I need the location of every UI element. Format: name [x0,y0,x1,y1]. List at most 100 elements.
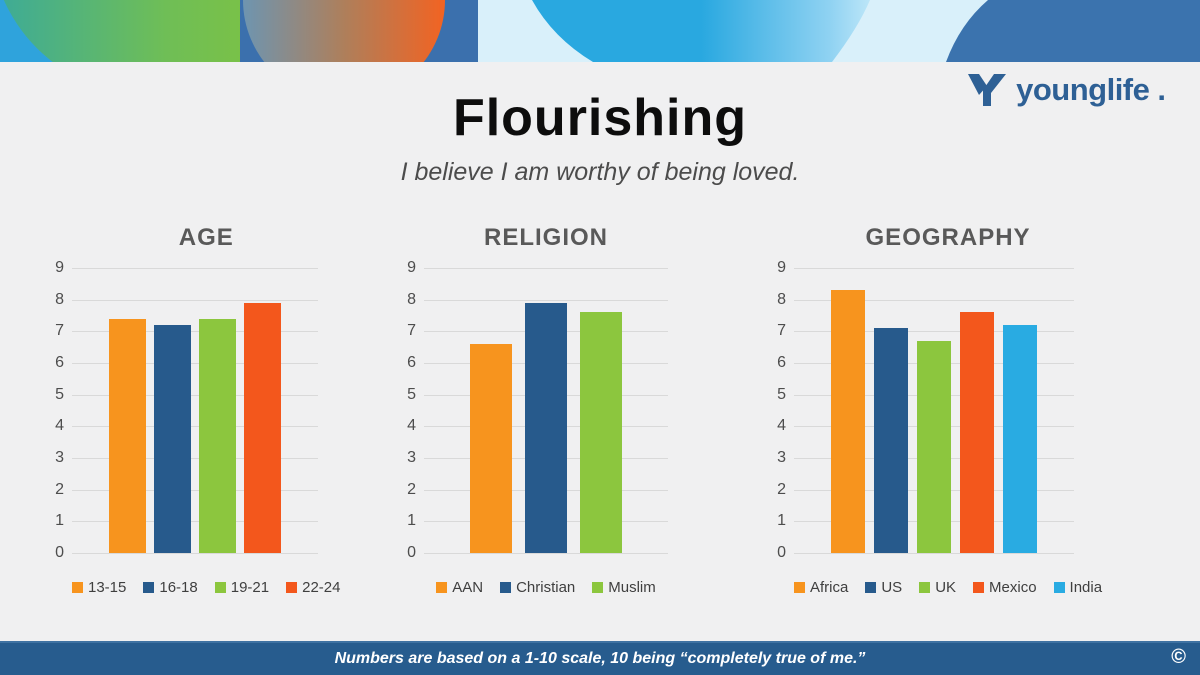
y-axis-tick-8: 8 [407,290,416,308]
bar-mexico [960,312,994,553]
chart-age: AGE 0 1 2 3 4 5 6 7 8 9 13-15 16-18 19-21 22-24 [38,224,341,596]
gridline-9 [424,268,668,269]
younglife-monogram-icon [968,74,1007,106]
legend-label: Christian [516,579,576,596]
y-axis-tick-1: 1 [777,512,786,530]
legend-item-india: India [1053,579,1102,596]
legend-marker-icon [865,582,877,593]
legend-marker-icon [919,582,931,593]
legend-item-christian: Christian [500,579,575,596]
bar-aan [470,344,512,553]
page-title: Flourishing [452,89,748,147]
y-axis-tick-8: 8 [777,290,786,308]
gridline-0 [72,553,318,554]
bar-22-24 [244,302,281,553]
legend-item-16-18: 16-18 [143,579,198,596]
y-axis-tick-2: 2 [777,480,786,498]
legend-marker-icon [973,582,985,593]
y-axis-tick-5: 5 [777,385,786,403]
y-axis-tick-6: 6 [407,354,416,371]
y-axis-tick-7: 7 [55,322,64,340]
gridline-9 [794,268,1074,269]
y-axis-tick-7: 7 [407,322,416,340]
y-axis-tick-0: 0 [777,544,786,561]
y-axis-tick-9: 9 [407,259,416,276]
y-axis-tick-3: 3 [407,449,416,466]
y-axis-tick-4: 4 [55,417,64,435]
y-axis-tick-1: 1 [407,512,416,530]
footer-bar: Numbers are based on a 1-10 scale, 10 be… [0,641,1200,675]
gridline-2 [72,489,318,491]
gridline-4 [72,426,318,428]
gridline-6 [72,363,318,364]
legend-item-africa: Africa [794,579,848,596]
gridline-3 [72,458,318,459]
legend-item-aan: AAN [436,579,483,596]
younglife-logo: younglife. [964,72,1166,108]
legend-label: Mexico [989,579,1037,596]
y-axis-tick-2: 2 [55,480,64,498]
y-axis-tick-7: 7 [777,322,786,340]
y-axis-tick-4: 4 [407,417,416,435]
chart-plot-area: 0 1 2 3 4 5 6 7 8 9 [407,259,668,561]
chart-title-age: AGE [178,224,234,251]
y-axis-tick-6: 6 [777,354,786,371]
legend-label: 16-18 [159,579,198,596]
chart-legend: 13-15 16-18 19-21 22-24 [72,579,341,596]
legend-marker-icon [143,582,155,593]
gridline-0 [424,553,668,554]
chart-title-religion: RELIGION [483,224,608,251]
gridline-0 [794,553,1074,554]
gridline-8 [794,299,1074,301]
gridline-8 [72,299,318,301]
bar-africa [831,290,865,553]
legend-marker-icon [214,582,226,593]
legend-label: UK [935,579,957,596]
band-gradient-circle [243,0,445,62]
decorative-header-band [0,0,1200,62]
y-axis-tick-2: 2 [407,480,416,498]
legend-item-uk: UK [919,579,956,596]
legend-label: Africa [810,579,849,596]
legend-marker-icon [592,582,604,593]
y-axis-tick-9: 9 [777,259,786,276]
legend-marker-icon [286,582,298,593]
band-darkblue-right [946,0,1200,62]
chart-plot-area: 0 1 2 3 4 5 6 7 8 9 [777,259,1074,561]
legend-marker-icon [1053,582,1065,593]
legend-label: 22-24 [302,579,341,596]
legend-marker-icon [794,582,805,593]
legend-item-mexico: Mexico [973,579,1037,596]
y-axis-tick-3: 3 [777,449,786,466]
chart-legend: Africa US UK Mexico India [794,579,1102,596]
chart-title-geography: GEOGRAPHY [865,224,1031,251]
y-axis-tick-9: 9 [55,259,64,276]
gridline-8 [424,299,668,301]
gridline-5 [72,394,318,396]
y-axis-tick-4: 4 [777,417,786,435]
legend-item-19-21: 19-21 [214,579,270,596]
legend-label: 19-21 [230,579,270,596]
chart-legend: AAN Christian Muslim [424,579,668,596]
band-blue-wave [532,0,870,62]
bar-muslim [580,312,622,553]
y-axis-tick-0: 0 [55,544,64,561]
legend-marker-icon [500,582,512,593]
y-axis-tick-8: 8 [55,290,64,308]
gridline-7 [794,331,1074,333]
bar-16-18 [154,325,191,553]
copyright-icon: © [1171,646,1186,668]
legend-item-us: US [865,579,902,596]
legend-marker-icon [436,582,448,593]
y-axis-tick-0: 0 [407,544,416,561]
legend-item-muslim: Muslim [592,579,656,596]
gridline-9 [72,268,318,269]
bar-us [874,328,908,553]
bar-india [1003,325,1037,553]
legend-label: US [881,579,903,596]
chart-religion: RELIGION 0 1 2 3 4 5 6 7 8 9 AAN Christian Muslim [390,224,668,596]
band-green-circle [3,0,297,62]
y-axis-tick-5: 5 [407,385,416,403]
bar-19-21 [199,318,236,553]
y-axis-tick-1: 1 [55,512,64,530]
